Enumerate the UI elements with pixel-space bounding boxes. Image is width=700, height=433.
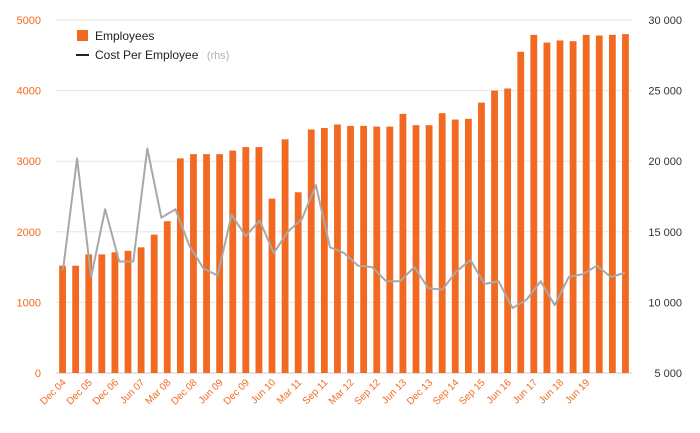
bar-employees [190, 154, 197, 373]
bar-employees [111, 252, 119, 373]
line-series-cost-per-employee [62, 147, 626, 310]
x-tick-label: Mar 11 [275, 377, 305, 407]
bar-employees [268, 198, 276, 373]
x-tick-label: Mar 08 [144, 377, 174, 407]
y-right-tick-label: 10 000 [648, 297, 682, 309]
bar-employees [504, 88, 512, 373]
x-tick-label: Sep 12 [353, 377, 383, 407]
y-right-tick-label: 30 000 [648, 15, 682, 27]
bar-employees [98, 254, 106, 373]
bar-employees [334, 124, 341, 374]
bar-employees [72, 265, 80, 373]
y-left-tick-label: 4000 [17, 86, 41, 98]
legend-swatch-employees [77, 30, 88, 41]
bar-employees [360, 125, 368, 374]
x-tick-label: Dec 04 [38, 377, 68, 407]
x-tick-label: Mar 12 [327, 377, 357, 407]
bar-employees [517, 51, 525, 374]
line-cost-per-employee [62, 147, 626, 310]
x-tick-label: Jun 18 [537, 377, 566, 406]
x-tick-label: Jun 17 [511, 377, 540, 406]
bar-employees [464, 118, 472, 373]
bar-employees [595, 35, 603, 373]
x-tick-label: Sep 15 [457, 377, 487, 407]
x-tick-label: Jun 07 [118, 377, 147, 406]
bar-series-employees [59, 34, 629, 374]
bar-employees [425, 125, 433, 373]
bar-employees [386, 126, 394, 373]
bar-employees [530, 34, 538, 373]
bar-employees [412, 125, 420, 373]
bar-employees [478, 102, 485, 373]
y-right-tick-label: 5 000 [654, 368, 682, 380]
x-tick-label: Jun 16 [485, 377, 514, 406]
bar-employees [622, 34, 629, 374]
x-tick-label: Dec 05 [65, 377, 95, 407]
y-left-tick-label: 5000 [17, 15, 41, 27]
y-left-tick-label: 1000 [17, 297, 41, 309]
y-right-tick-label: 25 000 [648, 86, 682, 98]
bar-employees [608, 34, 616, 373]
legend-label-rhs: (rhs) [207, 50, 230, 62]
x-tick-label: Sep 11 [301, 377, 331, 407]
y-right-tick-label: 15 000 [648, 227, 682, 239]
bar-employees [255, 147, 263, 373]
legend-label-cost-per-employee: Cost Per Employee (rhs) [95, 46, 229, 63]
bar-employees [163, 221, 171, 373]
bar-employees [438, 113, 446, 373]
legend-label-cost-name: Cost Per Employee [95, 48, 199, 62]
bar-employees [124, 250, 132, 373]
bar-employees [229, 150, 237, 373]
bar-employees [582, 34, 590, 373]
x-tick-label: Jun 09 [197, 377, 226, 406]
bar-employees [373, 126, 381, 373]
x-tick-label: Sep 14 [431, 377, 461, 407]
x-tick-label: Dec 06 [91, 377, 121, 407]
y-left-tick-label: 0 [35, 368, 41, 380]
bar-employees [150, 234, 158, 373]
y-axis-left: 0 1000 2000 3000 4000 5000 [17, 15, 41, 380]
bar-employees [85, 254, 93, 373]
bar-employees [556, 40, 564, 373]
x-tick-label: Jun 13 [380, 377, 409, 406]
bar-employees [294, 192, 302, 373]
bar-employees [242, 147, 250, 373]
x-tick-label: Jun 19 [563, 377, 592, 406]
x-tick-label: Dec 13 [405, 377, 435, 407]
y-left-tick-label: 2000 [17, 227, 41, 239]
legend-label-employees: Employees [95, 29, 154, 43]
y-right-tick-label: 20 000 [648, 156, 682, 168]
bar-employees [543, 42, 551, 374]
bar-employees [320, 128, 328, 373]
bar-employees [491, 90, 498, 373]
bar-employees [176, 158, 184, 373]
x-tick-label: Dec 08 [169, 377, 199, 407]
x-tick-label: Jun 10 [249, 377, 278, 406]
bar-employees [569, 41, 577, 374]
bar-employees [347, 125, 354, 374]
bar-employees [281, 139, 289, 373]
bar-employees [451, 119, 459, 373]
bar-employees [399, 113, 407, 374]
y-axis-right: 5 000 10 000 15 000 20 000 25 000 30 000 [648, 15, 682, 380]
bar-employees [307, 129, 315, 373]
y-left-tick-label: 3000 [17, 156, 41, 168]
legend: Employees Cost Per Employee (rhs) [76, 29, 229, 63]
bar-employees [203, 154, 210, 373]
bar-employees [137, 247, 145, 373]
bar-employees [59, 265, 66, 373]
x-tick-label: Dec 09 [222, 377, 252, 407]
